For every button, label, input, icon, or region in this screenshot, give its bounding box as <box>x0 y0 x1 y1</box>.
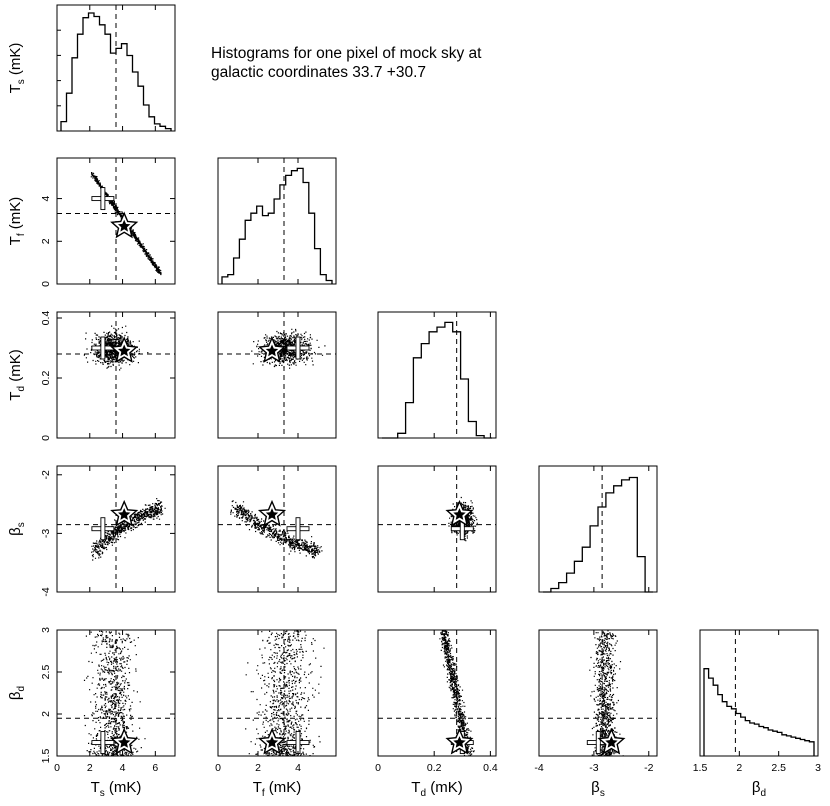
scatter-bd_vs_Td: 0 0.2 0.4 Td (mK) <box>375 629 498 799</box>
x-tick-label-bs-2: -2 <box>644 762 653 774</box>
y-tick-label-bd-0: 1.5 <box>40 749 52 764</box>
scatter-points-bd_vs_Ts <box>83 630 146 756</box>
y-tick-label-bs-2: -2 <box>40 470 52 479</box>
x-tick-label-Ts-2: 4 <box>120 762 126 774</box>
y-axis-label-group-Ts: Ts (mK) <box>7 43 27 94</box>
x-tick-label-Tf-2: 4 <box>295 762 301 774</box>
row0-tick-marks <box>57 29 61 107</box>
figure-title-line-2: galactic coordinates 33.7 +30.7 <box>211 64 426 81</box>
x-axis-label-bs: βs <box>591 779 605 799</box>
histogram-Td <box>377 311 497 439</box>
y-axis-label-bd: βd <box>7 686 27 700</box>
histogram-line-Tf <box>221 167 333 284</box>
star-marker <box>110 211 139 239</box>
scatter-bd_vs_Tf: 0 2 4 Tf (mK) <box>215 629 337 799</box>
y-axis-label-Tf: Tf (mK) <box>7 197 27 246</box>
y-tick-label-Td-2: 0.4 <box>40 311 52 326</box>
star-marker <box>445 727 474 755</box>
cross-marker <box>91 517 115 541</box>
y-axis-label-Ts: Ts (mK) <box>7 43 27 94</box>
star-marker <box>257 727 287 755</box>
x-tick-label-bd-3: 3 <box>815 762 821 774</box>
x-tick-label-bd-2: 2.5 <box>771 762 786 774</box>
histogram-line-bd <box>703 668 815 756</box>
cross-marker <box>286 517 310 541</box>
star-marker <box>110 336 139 363</box>
histogram-bd: 1.5 2 2.5 3 βd <box>693 629 821 799</box>
x-axis-label-Td: Td (mK) <box>411 779 462 799</box>
x-tick-label-bs-1: -3 <box>589 762 598 774</box>
x-tick-label-Td-1: 0.2 <box>427 762 442 774</box>
histogram-Tf <box>217 157 337 285</box>
y-tick-label-bd-3: 3 <box>40 627 52 633</box>
cross-marker <box>450 517 474 541</box>
x-tick-label-Td-0: 0 <box>375 762 381 774</box>
y-tick-label-bd-1: 2 <box>40 711 52 717</box>
y-axis-label-Td: Td (mK) <box>7 349 27 400</box>
histogram-line-Td <box>382 321 492 439</box>
y-tick-label-Tf-1: 2 <box>40 238 52 244</box>
scatter-points-bs_vs_Ts <box>91 498 166 561</box>
x-tick-label-Td-2: 0.4 <box>483 762 498 774</box>
scatter-bs_vs_Tf <box>217 465 337 593</box>
x-tick-label-bd-0: 1.5 <box>693 762 708 774</box>
y-axis-label-group-bd: βd <box>7 686 27 700</box>
scatter-bs_vs_Td <box>377 465 497 593</box>
x-tick-label-Tf-0: 0 <box>215 762 221 774</box>
star-marker <box>597 727 626 755</box>
y-tick-label-Tf-2: 4 <box>40 195 52 201</box>
y-tick-label-bs-0: -4 <box>40 587 52 596</box>
x-tick-label-Tf-1: 2 <box>255 762 261 774</box>
y-tick-label-Td-0: 0 <box>40 435 52 441</box>
x-axis-label-Ts: Ts (mK) <box>91 779 142 799</box>
y-axis-label-group-Td: Td (mK) <box>7 349 27 400</box>
y-tick-label-Td-1: 0.2 <box>40 371 52 386</box>
x-tick-label-Ts-1: 2 <box>87 762 93 774</box>
y-axis-label-group-Tf: Tf (mK) <box>7 197 27 246</box>
scatter-points-bd_vs_bs <box>589 630 624 756</box>
star-marker <box>110 727 139 755</box>
scatter-Td_vs_Ts: 0 0.2 0.4 <box>40 311 176 441</box>
y-axis-label-bs: βs <box>7 522 27 536</box>
scatter-bd_vs_Ts: 0 2 4 6 1.5 2 2.5 3 Ts (mK) <box>40 627 176 799</box>
x-axis-label-bd: βd <box>752 779 766 799</box>
x-tick-label-bd-1: 2 <box>736 762 742 774</box>
x-axis-label-Tf: Tf (mK) <box>253 779 302 799</box>
histogram-Ts <box>56 4 176 132</box>
x-tick-label-bs-0: -4 <box>534 762 543 774</box>
star-marker <box>257 336 287 363</box>
star-marker <box>257 499 287 527</box>
x-tick-label-Ts-0: 0 <box>54 762 60 774</box>
scatter-bd_vs_bs: -4 -3 -2 βs <box>534 629 658 799</box>
figure-title-line-1: Histograms for one pixel of mock sky at <box>211 45 482 62</box>
scatter-Tf_vs_Ts: 0 2 4 <box>40 157 176 287</box>
y-axis-label-group-bs: βs <box>7 522 27 536</box>
scatter-Td_vs_Tf <box>217 311 337 439</box>
star-marker <box>110 499 139 527</box>
x-tick-label-Ts-3: 6 <box>152 762 158 774</box>
cross-marker <box>91 187 115 211</box>
histogram-line-bs <box>543 476 653 593</box>
scatter-bs_vs_Ts: -4 -3 -2 <box>40 465 176 597</box>
cross-marker <box>91 731 115 755</box>
y-tick-label-Tf-0: 0 <box>40 281 52 287</box>
y-tick-label-bd-2: 2.5 <box>40 665 52 680</box>
histogram-bs <box>538 465 658 593</box>
cross-marker <box>286 336 310 360</box>
star-marker <box>445 499 474 527</box>
scatter-points-bs_vs_Tf <box>230 500 323 559</box>
y-tick-label-bs-1: -3 <box>40 529 52 538</box>
